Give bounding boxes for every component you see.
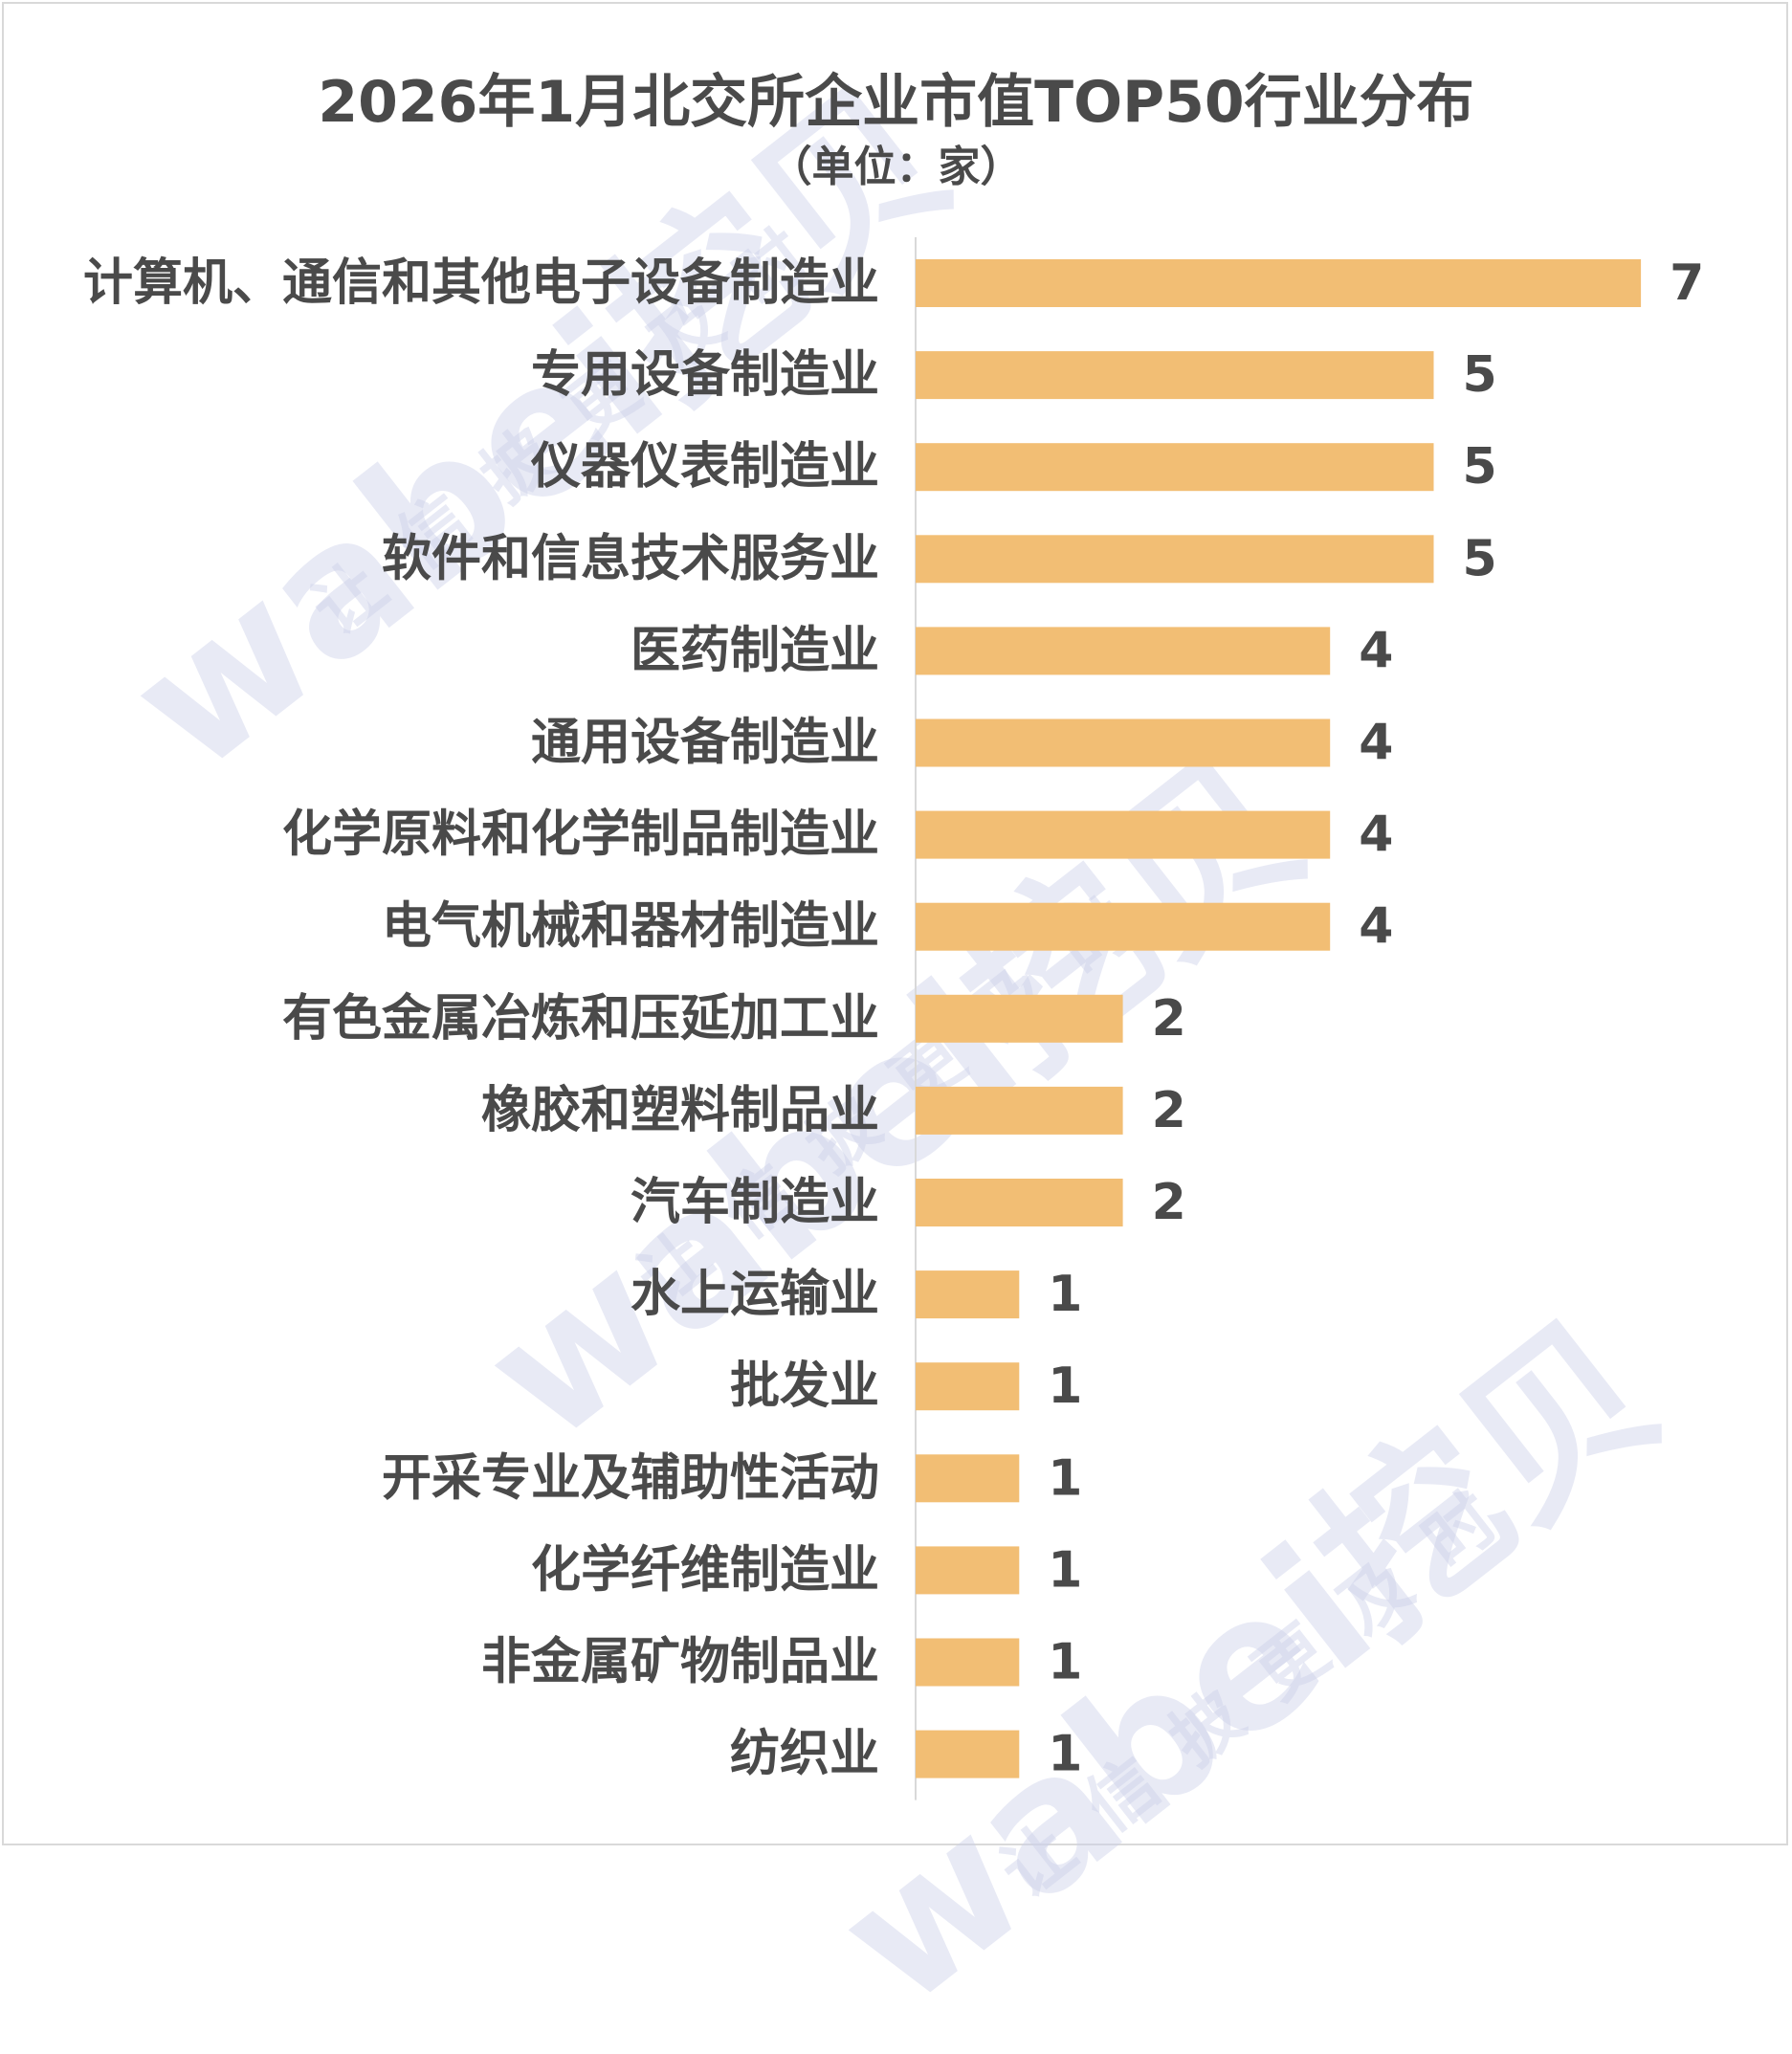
data-label: 4	[1359, 806, 1393, 864]
data-label: 1	[1048, 1634, 1082, 1691]
category-label: 纺织业	[730, 1726, 879, 1783]
bar	[916, 627, 1331, 675]
category-label: 计算机、通信和其他电子设备制造业	[83, 254, 879, 312]
category-label: 化学原料和化学制品制造业	[282, 806, 879, 864]
category-label: 软件和信息技术服务业	[382, 530, 879, 587]
data-label: 1	[1048, 1541, 1082, 1599]
data-label: 4	[1359, 715, 1393, 772]
data-label: 5	[1463, 438, 1497, 496]
category-label: 有色金属冶炼和压延加工业	[282, 990, 879, 1048]
data-label: 1	[1048, 1266, 1082, 1323]
bar	[916, 1546, 1020, 1595]
category-label: 批发业	[730, 1358, 879, 1415]
bar	[916, 1730, 1020, 1778]
bar	[916, 1362, 1020, 1411]
chart-title: 2026年1月北交所企业市值TOP50行业分布	[318, 69, 1474, 136]
data-label: 1	[1048, 1358, 1082, 1415]
data-label: 5	[1463, 346, 1497, 404]
bar	[916, 1270, 1020, 1319]
bar	[916, 351, 1434, 400]
category-label: 汽车制造业	[631, 1174, 879, 1231]
data-label: 4	[1359, 622, 1393, 679]
category-label: 专用设备制造业	[531, 346, 879, 404]
category-label: 仪器仪表制造业	[530, 438, 879, 496]
bar	[916, 1086, 1123, 1135]
category-label: 非金属矿物制品业	[481, 1634, 879, 1691]
chart-subtitle: （单位：家）	[769, 143, 1023, 191]
data-label: 4	[1359, 898, 1393, 956]
bar	[916, 1638, 1020, 1687]
data-label: 1	[1048, 1726, 1082, 1783]
bar-chart: 计算机、通信和其他电子设备制造业 7 专用设备制造业 5 仪器仪表制造业 5 软件和信息技术…	[83, 237, 1704, 1800]
bar	[916, 1454, 1020, 1503]
category-label: 水上运输业	[631, 1266, 879, 1323]
bar	[916, 718, 1331, 767]
category-label: 橡胶和塑料制品业	[481, 1082, 879, 1139]
category-label: 通用设备制造业	[531, 715, 879, 772]
chart-frame	[2, 2, 1788, 1845]
data-label: 1	[1048, 1449, 1082, 1507]
data-label: 7	[1670, 254, 1704, 312]
category-label: 电气机械和器材制造业	[382, 898, 879, 956]
bar	[916, 902, 1331, 951]
category-label: 开采专业及辅助性活动	[382, 1449, 879, 1507]
bar	[916, 535, 1434, 584]
data-label: 2	[1152, 1082, 1186, 1139]
bar	[916, 994, 1123, 1043]
data-label: 5	[1463, 530, 1497, 587]
bar	[916, 443, 1434, 492]
data-label: 2	[1152, 1174, 1186, 1231]
data-label: 2	[1152, 990, 1186, 1048]
bar	[916, 810, 1331, 859]
category-label: 医药制造业	[631, 622, 879, 679]
bar	[916, 1179, 1123, 1226]
category-label: 化学纤维制造业	[531, 1541, 879, 1599]
bar	[916, 259, 1642, 307]
